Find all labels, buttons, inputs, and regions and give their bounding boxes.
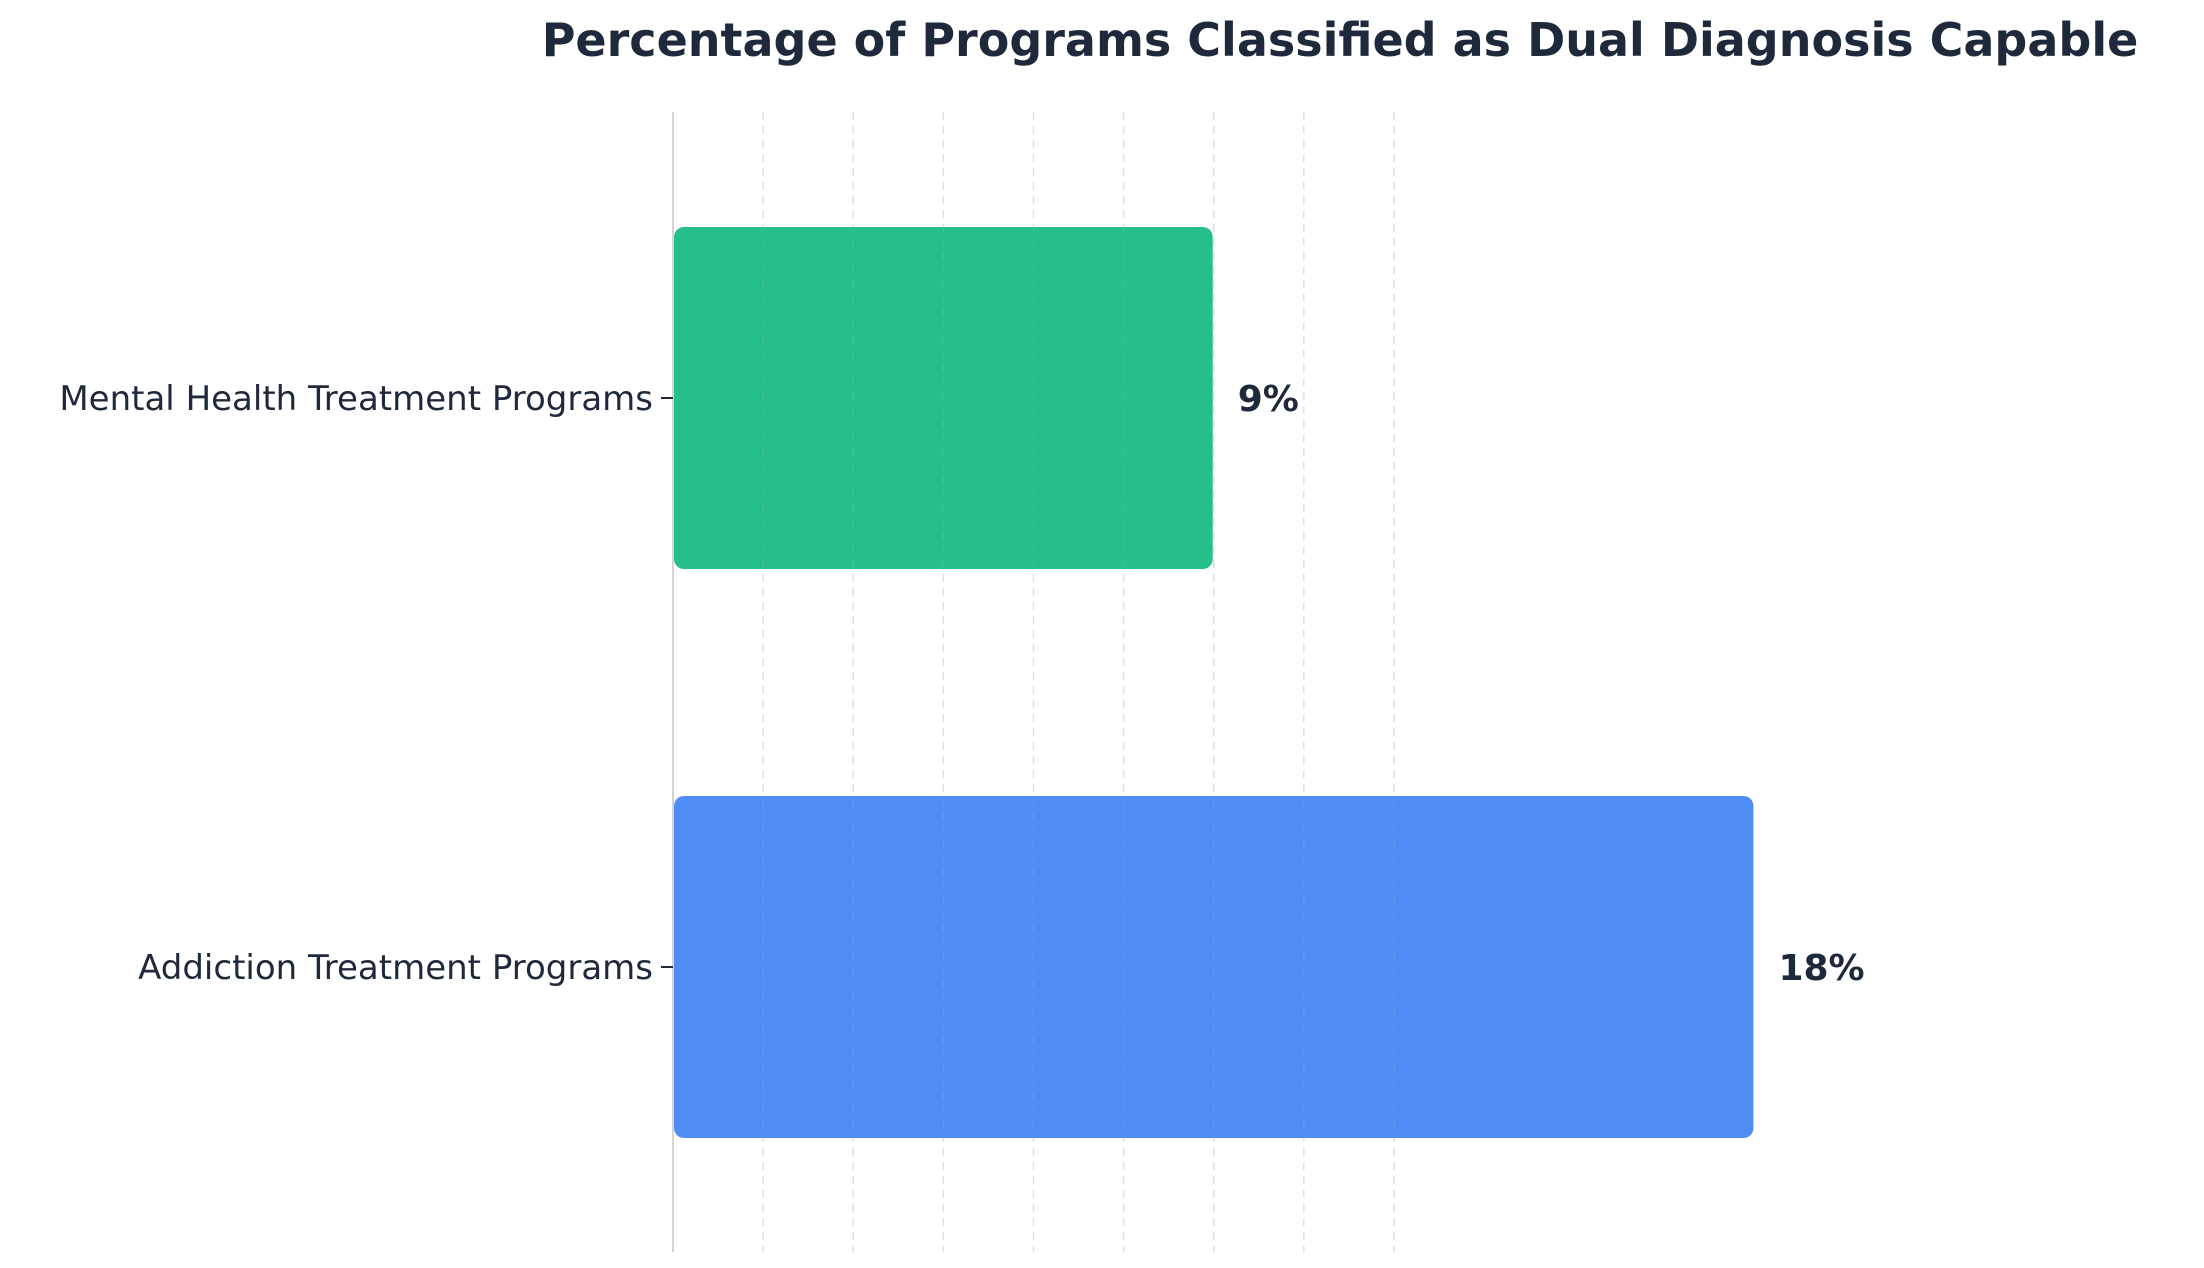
- bar-addiction: [674, 796, 1754, 1138]
- y-tick-label: Mental Health Treatment Programs: [59, 379, 653, 419]
- y-tick-label: Addiction Treatment Programs: [138, 948, 653, 988]
- plot-area: Mental Health Treatment Programs 9% Addict…: [59, 112, 1865, 1252]
- chart-title: Percentage of Programs Classified as Dua…: [542, 13, 2139, 67]
- bar-mental-health: [674, 227, 1213, 569]
- data-label: 9%: [1238, 379, 1299, 420]
- data-label: 18%: [1778, 948, 1864, 989]
